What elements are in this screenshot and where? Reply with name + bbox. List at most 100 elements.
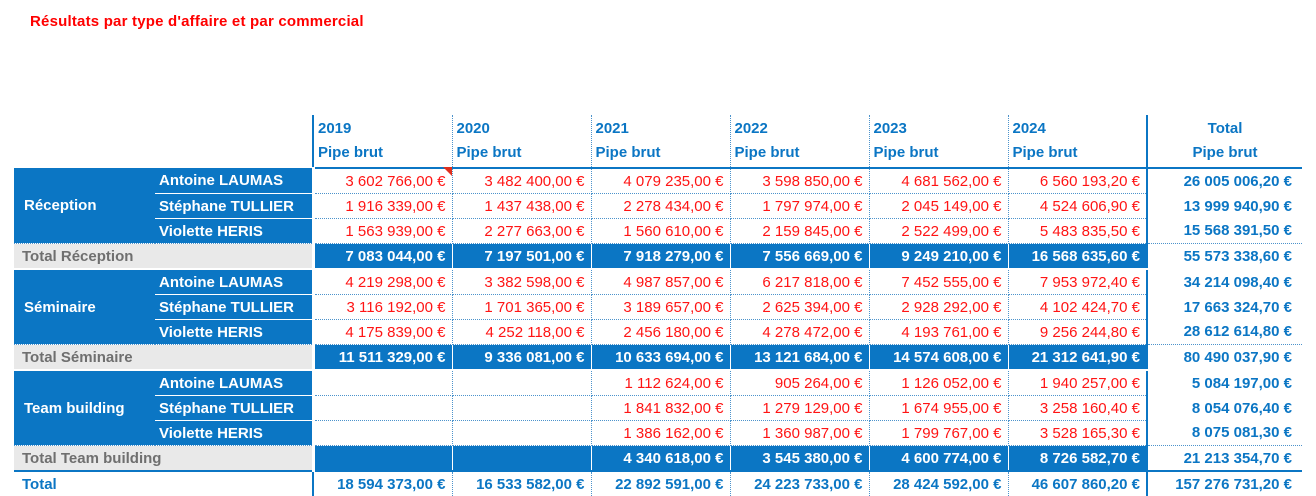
grand-total-value-cell[interactable]: 28 424 592,00 € — [869, 470, 1009, 496]
header-year-2024[interactable]: 2024 Pipe brut — [1008, 115, 1147, 169]
value-cell[interactable] — [452, 370, 592, 396]
grand-total-value-cell[interactable]: 16 533 582,00 € — [452, 470, 592, 496]
header-year-2019[interactable]: 2019 Pipe brut — [312, 115, 453, 169]
value-cell[interactable]: 1 112 624,00 € — [591, 370, 731, 396]
value-cell[interactable]: 5 483 835,50 € — [1008, 218, 1147, 244]
value-cell[interactable]: 1 563 939,00 € — [313, 218, 453, 244]
group-total-label[interactable]: Total Team building — [14, 445, 315, 471]
value-cell[interactable]: 4 219 298,00 € — [313, 269, 453, 295]
grand-total-value-cell[interactable]: 18 594 373,00 € — [312, 470, 453, 496]
header-year-2022[interactable]: 2022 Pipe brut — [730, 115, 870, 169]
value-cell[interactable]: 4 102 424,70 € — [1008, 294, 1147, 320]
row-total-cell[interactable]: 5 084 197,00 € — [1146, 370, 1302, 396]
value-cell[interactable]: 2 625 394,00 € — [730, 294, 870, 320]
value-cell[interactable]: 1 674 955,00 € — [869, 395, 1009, 421]
header-year-2020[interactable]: 2020 Pipe brut — [452, 115, 592, 169]
group-total-value-cell[interactable]: 7 083 044,00 € — [313, 243, 453, 270]
row-total-cell[interactable]: 28 612 614,80 € — [1146, 319, 1302, 345]
salesperson-name[interactable]: Stéphane TULLIER — [155, 193, 315, 219]
value-cell[interactable] — [313, 370, 453, 396]
comment-indicator-icon[interactable] — [443, 167, 452, 176]
value-cell[interactable]: 1 360 987,00 € — [730, 420, 870, 446]
group-total-label[interactable]: Total Réception — [14, 243, 315, 270]
grand-total-value-cell[interactable]: 24 223 733,00 € — [730, 470, 870, 496]
salesperson-name[interactable]: Stéphane TULLIER — [155, 395, 315, 421]
group-total-value-cell[interactable]: 9 336 081,00 € — [452, 344, 592, 371]
value-cell[interactable] — [313, 420, 453, 446]
group-label[interactable]: Réception — [14, 168, 155, 244]
value-cell[interactable]: 4 278 472,00 € — [730, 319, 870, 345]
group-total-value-cell[interactable]: 21 312 641,90 € — [1008, 344, 1147, 371]
group-total-value-cell[interactable]: 11 511 329,00 € — [313, 344, 453, 371]
value-cell[interactable]: 1 841 832,00 € — [591, 395, 731, 421]
group-total-grand-cell[interactable]: 55 573 338,60 € — [1146, 243, 1302, 270]
row-total-cell[interactable]: 8 054 076,40 € — [1146, 395, 1302, 421]
grand-total-value-cell[interactable]: 46 607 860,20 € — [1008, 470, 1147, 496]
grand-total-label[interactable]: Total — [14, 470, 313, 496]
value-cell[interactable]: 1 797 974,00 € — [730, 193, 870, 219]
value-cell[interactable] — [452, 395, 592, 421]
grand-total-value-cell[interactable]: 22 892 591,00 € — [591, 470, 731, 496]
value-cell[interactable]: 4 175 839,00 € — [313, 319, 453, 345]
group-total-value-cell[interactable]: 7 556 669,00 € — [730, 243, 870, 270]
group-total-value-cell[interactable]: 8 726 582,70 € — [1008, 445, 1147, 471]
row-total-cell[interactable]: 26 005 006,20 € — [1146, 168, 1302, 194]
group-total-value-cell[interactable]: 4 340 618,00 € — [591, 445, 731, 471]
value-cell[interactable]: 3 116 192,00 € — [313, 294, 453, 320]
value-cell[interactable]: 7 953 972,40 € — [1008, 269, 1147, 295]
salesperson-name[interactable]: Violette HERIS — [155, 218, 315, 244]
group-total-value-cell[interactable]: 9 249 210,00 € — [869, 243, 1009, 270]
value-cell[interactable]: 3 528 165,30 € — [1008, 420, 1147, 446]
value-cell[interactable]: 4 193 761,00 € — [869, 319, 1009, 345]
salesperson-name[interactable]: Stéphane TULLIER — [155, 294, 315, 320]
row-total-cell[interactable]: 34 214 098,40 € — [1146, 269, 1302, 295]
value-cell[interactable]: 1 799 767,00 € — [869, 420, 1009, 446]
value-cell[interactable] — [313, 395, 453, 421]
value-cell[interactable]: 1 701 365,00 € — [452, 294, 592, 320]
value-cell[interactable]: 3 189 657,00 € — [591, 294, 731, 320]
row-total-cell[interactable]: 17 663 324,70 € — [1146, 294, 1302, 320]
grand-total-grand-cell[interactable]: 157 276 731,20 € — [1146, 470, 1302, 496]
value-cell[interactable]: 4 681 562,00 € — [869, 168, 1009, 194]
group-label[interactable]: Séminaire — [14, 269, 155, 345]
group-total-value-cell[interactable] — [313, 445, 453, 471]
value-cell[interactable]: 9 256 244,80 € — [1008, 319, 1147, 345]
value-cell[interactable]: 1 437 438,00 € — [452, 193, 592, 219]
value-cell[interactable]: 1 560 610,00 € — [591, 218, 731, 244]
value-cell[interactable] — [452, 420, 592, 446]
value-cell[interactable]: 2 456 180,00 € — [591, 319, 731, 345]
value-cell[interactable]: 2 278 434,00 € — [591, 193, 731, 219]
value-cell[interactable]: 1 126 052,00 € — [869, 370, 1009, 396]
value-cell[interactable]: 905 264,00 € — [730, 370, 870, 396]
group-total-value-cell[interactable]: 7 918 279,00 € — [591, 243, 731, 270]
row-total-cell[interactable]: 13 999 940,90 € — [1146, 193, 1302, 219]
value-cell[interactable]: 6 560 193,20 € — [1008, 168, 1147, 194]
group-total-grand-cell[interactable]: 21 213 354,70 € — [1146, 445, 1302, 471]
group-total-label[interactable]: Total Séminaire — [14, 344, 315, 371]
header-year-2021[interactable]: 2021 Pipe brut — [591, 115, 731, 169]
value-cell[interactable]: 6 217 818,00 € — [730, 269, 870, 295]
header-total-column[interactable]: Total Pipe brut — [1146, 115, 1302, 169]
row-total-cell[interactable]: 8 075 081,30 € — [1146, 420, 1302, 446]
value-cell[interactable]: 3 602 766,00 € — [313, 168, 453, 194]
salesperson-name[interactable]: Violette HERIS — [155, 420, 315, 446]
value-cell[interactable]: 1 940 257,00 € — [1008, 370, 1147, 396]
value-cell[interactable]: 4 524 606,90 € — [1008, 193, 1147, 219]
value-cell[interactable]: 2 277 663,00 € — [452, 218, 592, 244]
value-cell[interactable]: 4 079 235,00 € — [591, 168, 731, 194]
group-total-value-cell[interactable]: 13 121 684,00 € — [730, 344, 870, 371]
value-cell[interactable]: 3 482 400,00 € — [452, 168, 592, 194]
value-cell[interactable]: 3 258 160,40 € — [1008, 395, 1147, 421]
value-cell[interactable]: 1 916 339,00 € — [313, 193, 453, 219]
group-label[interactable]: Team building — [14, 370, 155, 446]
value-cell[interactable]: 7 452 555,00 € — [869, 269, 1009, 295]
value-cell[interactable]: 1 279 129,00 € — [730, 395, 870, 421]
value-cell[interactable]: 2 045 149,00 € — [869, 193, 1009, 219]
group-total-value-cell[interactable]: 4 600 774,00 € — [869, 445, 1009, 471]
value-cell[interactable]: 2 928 292,00 € — [869, 294, 1009, 320]
value-cell[interactable]: 2 522 499,00 € — [869, 218, 1009, 244]
salesperson-name[interactable]: Antoine LAUMAS — [155, 370, 315, 396]
value-cell[interactable]: 4 987 857,00 € — [591, 269, 731, 295]
value-cell[interactable]: 3 382 598,00 € — [452, 269, 592, 295]
group-total-value-cell[interactable]: 3 545 380,00 € — [730, 445, 870, 471]
